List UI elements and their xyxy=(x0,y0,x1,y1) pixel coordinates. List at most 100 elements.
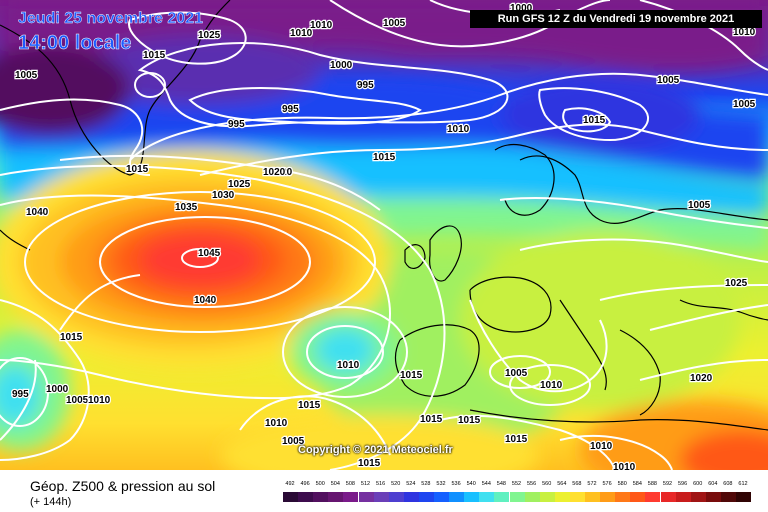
legend-label: 504 xyxy=(330,481,340,487)
isobar-label: 1015 xyxy=(583,115,606,126)
legend-label: 592 xyxy=(662,481,673,487)
legend-swatch xyxy=(479,492,495,502)
legend-label: 528 xyxy=(421,481,431,487)
isobar-label: 995 xyxy=(282,104,299,115)
isobar-label: 1030 xyxy=(212,190,235,201)
low-center-label: 995 xyxy=(12,389,29,400)
legend-swatch xyxy=(675,492,691,502)
lead-time: (+ 144h) xyxy=(30,496,72,508)
legend-swatch xyxy=(615,492,631,502)
isobar-label: 1005 xyxy=(733,99,756,110)
legend-swatch xyxy=(585,492,601,502)
legend-label: 524 xyxy=(406,481,416,487)
legend-swatch xyxy=(720,492,736,502)
legend-label: 572 xyxy=(587,481,597,487)
legend-swatch xyxy=(388,492,404,502)
legend-swatch xyxy=(418,492,434,502)
copyright-notice: Copyright © 2021 Meteociel.fr xyxy=(298,444,453,456)
legend-swatch xyxy=(494,492,510,502)
isobar-label: 1005 xyxy=(15,70,38,81)
isobar-label: 1000 xyxy=(330,60,353,71)
legend-swatch xyxy=(313,492,329,502)
isobar-label: 1000 xyxy=(46,384,69,395)
isobar-label: 1010 xyxy=(290,28,313,39)
legend-label: 612 xyxy=(738,481,748,487)
legend-label: 564 xyxy=(557,481,567,487)
isobar-label: 1025 xyxy=(228,179,251,190)
legend-swatch xyxy=(509,492,525,502)
legend-swatch xyxy=(569,492,585,502)
legend-swatch xyxy=(736,492,752,502)
legend-label: 556 xyxy=(527,481,537,487)
legend-label: 520 xyxy=(391,481,401,487)
isobar-label: 1005 xyxy=(383,18,406,29)
isobars xyxy=(0,0,768,470)
legend-label: 568 xyxy=(572,481,582,487)
isobar-label: 1025 xyxy=(725,278,748,289)
isobar-label: 1040 xyxy=(26,207,49,218)
isobar-label: 1010 xyxy=(310,20,333,31)
isobar-label: 1010 xyxy=(447,124,470,135)
isobar-label: 1005 xyxy=(66,395,89,406)
isobar-label: 1035 xyxy=(175,202,198,213)
legend-swatch xyxy=(660,492,676,502)
forecast-time: 14:00 locale xyxy=(18,32,132,55)
legend-label: 548 xyxy=(496,481,506,487)
legend-label: 576 xyxy=(602,481,612,487)
isobar-label: 1015 xyxy=(358,458,381,469)
isobar-label: 995 xyxy=(357,80,374,91)
legend-swatch xyxy=(645,492,661,502)
isobar-label: 1005 xyxy=(505,368,528,379)
legend-swatch xyxy=(358,492,374,502)
legend-label: 508 xyxy=(345,481,355,487)
legend-label: 580 xyxy=(617,481,627,487)
isobar-label: 1015 xyxy=(458,415,481,426)
legend-swatch xyxy=(403,492,419,502)
isobar-label: 1010 xyxy=(540,380,563,391)
legend-swatch xyxy=(705,492,721,502)
color-legend: 492 496 500 504 508 512 516 520 524 528 532 536 540 5… xyxy=(283,478,753,508)
legend-swatch xyxy=(283,492,299,502)
legend-swatch xyxy=(373,492,389,502)
isobar-label: 1020 xyxy=(690,373,713,384)
isobar-label: 1010 xyxy=(613,462,636,470)
legend-label: 588 xyxy=(647,481,657,487)
isobar-label: 1015 xyxy=(143,50,166,61)
legend-label: 540 xyxy=(466,481,476,487)
legend-label: 552 xyxy=(511,481,522,487)
legend-swatch xyxy=(524,492,540,502)
legend-label: 536 xyxy=(451,481,461,487)
isobar-label: 1010 xyxy=(733,27,756,38)
legend-label: 516 xyxy=(376,481,386,487)
isobar-label: 1005 xyxy=(688,200,711,211)
legend-label: 492 xyxy=(285,481,295,487)
legend-swatch xyxy=(630,492,646,502)
legend-label: 544 xyxy=(481,481,491,487)
isobar-label: 1005 xyxy=(282,436,305,447)
legend-swatch xyxy=(328,492,344,502)
isobar-label: 1025 xyxy=(198,30,221,41)
isobar-label: 1015 xyxy=(60,332,83,343)
legend-label: 584 xyxy=(632,481,642,487)
legend-swatch xyxy=(434,492,450,502)
isobar-label: 995 xyxy=(228,119,245,130)
isobar-label: 1010 xyxy=(590,441,613,452)
legend-label: 512 xyxy=(360,481,371,487)
legend-swatch xyxy=(539,492,555,502)
legend-swatch xyxy=(554,492,570,502)
legend-swatch xyxy=(298,492,314,502)
isobar-label: 1015 xyxy=(373,152,396,163)
isobar-label: 1005 xyxy=(657,75,680,86)
legend-label: 596 xyxy=(678,481,688,487)
isobar-label: 1015 xyxy=(298,400,321,411)
isobar-label: 1010 xyxy=(88,395,111,406)
isobar-label: 1010 xyxy=(265,418,288,429)
isobar-label: 1020 xyxy=(270,167,293,178)
legend-label: 496 xyxy=(300,481,310,487)
low-center-label: 1010 xyxy=(337,360,360,371)
legend-swatch xyxy=(690,492,706,502)
legend-label: 608 xyxy=(723,481,733,487)
isobar-label: 1020 xyxy=(263,167,286,178)
isobar-label: 1015 xyxy=(420,414,443,425)
